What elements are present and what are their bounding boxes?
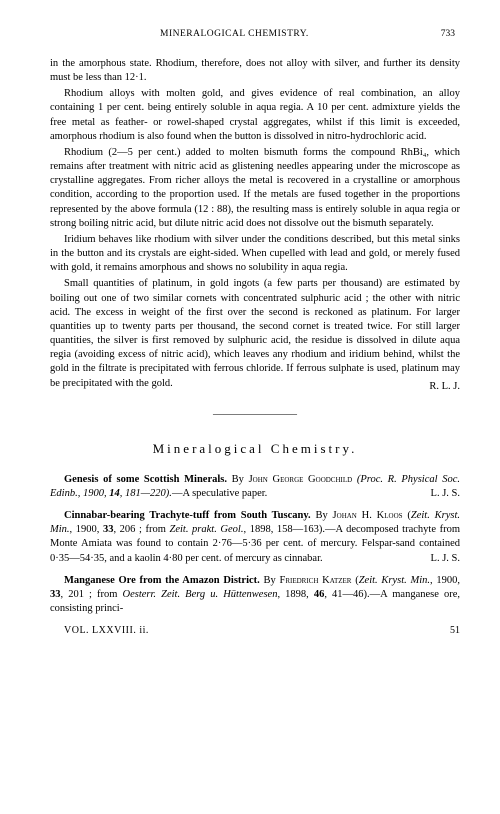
header-title: MINERALOGICAL CHEMISTRY.: [160, 28, 309, 41]
entry-2-author: Johan H. Kloos: [333, 510, 403, 521]
entry-2-sig: L. J. S.: [417, 552, 460, 566]
paragraph-2: Rhodium alloys with molten gold, and giv…: [50, 87, 460, 144]
section-title: Mineralogical Chemistry.: [50, 440, 460, 458]
entry-1-title: Genesis of some Scottish Minerals.: [64, 474, 227, 485]
entry-2: Cinnabar-bearing Trachyte-tuff from Sout…: [50, 509, 460, 566]
entry-2-title: Cinnabar-bearing Trachyte-tuff from Sout…: [64, 510, 311, 521]
paragraph-1: in the amorphous state. Rhodium, therefo…: [50, 57, 460, 85]
volume-info: VOL. LXXVIII. ii.: [64, 624, 149, 638]
entry-1: Genesis of some Scottish Minerals. By Jo…: [50, 473, 460, 501]
entry-3-title: Manganese Ore from the Amazon District.: [64, 575, 260, 586]
entry-3-author: Friedrich Katzer: [280, 575, 352, 586]
sheet-number: 51: [450, 624, 460, 638]
paragraph-5: Small quantities of platinum, in gold in…: [50, 277, 460, 390]
entry-1-author: John George Goodchild: [249, 474, 353, 485]
page-footer: VOL. LXXVIII. ii. 51: [50, 624, 460, 638]
paragraph-4: Iridium behaves like rhodium with silver…: [50, 233, 460, 276]
entry-1-sig: L. J. S.: [417, 487, 460, 501]
section-divider: ————————: [50, 408, 460, 422]
page-header: MINERALOGICAL CHEMISTRY. 733: [50, 28, 460, 41]
entry-3: Manganese Ore from the Amazon District. …: [50, 574, 460, 617]
page-number: 733: [441, 28, 455, 41]
paragraph-3: Rhodium (2—5 per cent.) added to molten …: [50, 146, 460, 231]
